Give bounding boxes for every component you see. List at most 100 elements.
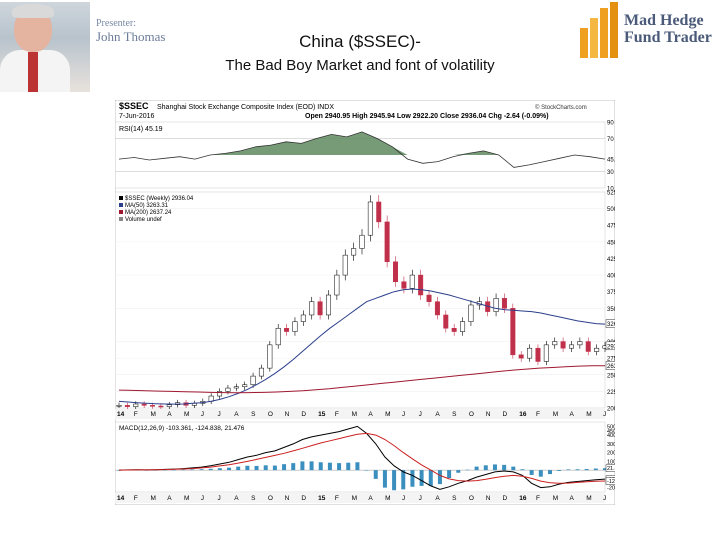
price-candle — [543, 344, 549, 362]
price-candle — [133, 403, 139, 407]
macd-histogram-bar — [474, 466, 479, 471]
x-tick-label: 16 — [519, 411, 527, 418]
macd-tick-box — [605, 477, 615, 485]
x-tick-label: A — [435, 411, 440, 418]
macd-histogram-bar — [208, 468, 213, 471]
x-tick-label: D — [502, 411, 507, 418]
price-tick-label: 2637.24 — [607, 364, 615, 370]
price-candle — [577, 341, 583, 346]
macd-histogram-bar — [447, 470, 452, 478]
macd-signal-line — [118, 432, 606, 484]
x-tick-label: J — [402, 495, 405, 502]
x-tick-label: A — [569, 411, 574, 418]
price-tick-label: 5000 — [607, 207, 615, 213]
price-candle — [166, 404, 172, 407]
price-candle — [384, 221, 390, 263]
price-candle — [225, 387, 231, 392]
x-tick-label: J — [603, 411, 606, 418]
macd-histogram-bar — [282, 464, 287, 471]
x-tick-label: F — [134, 411, 138, 418]
x-tick-label: M — [352, 411, 357, 418]
price-candle — [468, 304, 474, 322]
macd-histogram-bar — [337, 463, 342, 471]
macd-histogram-bar — [492, 464, 497, 471]
x-tick-label: O — [469, 495, 474, 502]
price-tick-label: 2936.04 — [607, 344, 615, 350]
x-tick-label: N — [285, 495, 290, 502]
price-candle — [568, 344, 574, 349]
x-tick-label: 14 — [117, 495, 125, 502]
macd-histogram-bar — [236, 466, 241, 471]
macd-histogram-bar — [382, 470, 387, 488]
x-tick-label: 15 — [318, 495, 326, 502]
x-tick-label: 15 — [318, 411, 326, 418]
ma50-line — [118, 288, 606, 405]
x-tick-label: F — [335, 495, 339, 502]
price-candle — [141, 403, 147, 406]
price-tick-label: 3269.31 — [607, 322, 615, 328]
macd-histogram-bar — [291, 463, 296, 471]
price-candle — [275, 327, 281, 346]
price-candle — [250, 375, 256, 385]
price-candle — [158, 405, 164, 408]
price-candle — [460, 321, 466, 332]
price-candle — [535, 347, 541, 362]
price-candle — [116, 405, 122, 407]
x-axis-band — [115, 409, 605, 419]
price-candle — [284, 327, 290, 332]
chart-date: 7-Jun-2016 — [119, 113, 155, 120]
macd-histogram-bar — [300, 461, 305, 471]
price-candle — [150, 405, 156, 407]
price-tick-label: 4500 — [607, 240, 615, 246]
price-candle — [325, 294, 331, 316]
x-tick-label: D — [502, 495, 507, 502]
x-tick-label: A — [167, 495, 172, 502]
x-tick-label: N — [486, 495, 491, 502]
macd-histogram-bar — [456, 470, 461, 473]
macd-histogram-bar — [318, 462, 323, 471]
price-candle — [443, 314, 449, 329]
macd-panel-frame — [115, 421, 606, 493]
macd-histogram-bar — [511, 466, 516, 471]
macd-tick-label: -124.838 — [607, 479, 615, 485]
x-tick-label: S — [452, 495, 457, 502]
macd-histogram-bar — [254, 465, 259, 471]
macd-histogram-bar — [199, 469, 204, 471]
macd-histogram-bar — [346, 462, 351, 471]
price-candle — [401, 281, 407, 289]
x-tick-label: M — [586, 495, 591, 502]
legend-swatch — [119, 203, 123, 207]
price-candle — [334, 274, 340, 296]
x-tick-label: 16 — [519, 495, 527, 502]
price-candle — [418, 274, 424, 296]
price-candle — [267, 344, 273, 369]
macd-tick-label: -200 — [607, 486, 615, 492]
presenter-name: John Thomas — [96, 29, 166, 44]
macd-histogram-bar — [181, 469, 186, 471]
price-candle — [292, 321, 298, 332]
rsi-tick-label: 45.10 — [607, 158, 615, 164]
macd-histogram-bar — [401, 470, 406, 490]
macd-histogram-bar — [117, 470, 121, 471]
macd-histogram-bar — [502, 464, 507, 471]
macd-tick-label: 21.476 — [607, 466, 615, 472]
price-candle — [124, 405, 130, 407]
macd-histogram-bar — [190, 469, 195, 471]
x-tick-label: A — [368, 495, 373, 502]
macd-tick-label: 300 — [607, 442, 615, 448]
price-tick-label: 3500 — [607, 307, 615, 313]
chart-ohlc: Open 2940.95 High 2945.94 Low 2922.20 Cl… — [305, 113, 549, 120]
x-tick-label: M — [385, 495, 390, 502]
x-tick-label: S — [251, 495, 256, 502]
x-tick-label: F — [335, 411, 339, 418]
macd-histogram-bar — [410, 470, 415, 487]
price-candle — [359, 234, 365, 249]
price-candle — [426, 294, 432, 302]
chart-ticker: $SSEC — [119, 101, 149, 111]
price-candle — [560, 341, 566, 349]
price-candle — [317, 301, 323, 316]
x-tick-label: F — [134, 495, 138, 502]
macd-histogram-bar — [419, 470, 424, 486]
x-tick-label: J — [402, 411, 405, 418]
